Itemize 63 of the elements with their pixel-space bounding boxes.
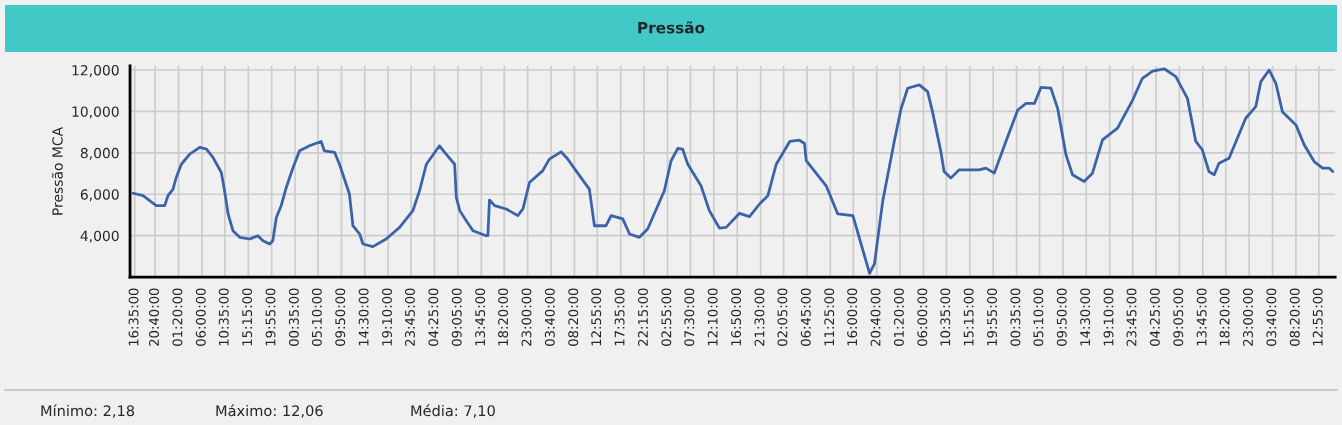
- x-tick-label: 21:30:00: [754, 288, 765, 346]
- x-tick-label: 10:35:00: [940, 288, 951, 346]
- x-tick-label: 12:10:00: [707, 288, 718, 346]
- x-tick-label: 16:35:00: [128, 288, 139, 346]
- x-tick-label: 09:50:00: [335, 288, 346, 346]
- x-tick-label: 18:20:00: [1219, 288, 1230, 346]
- x-tick-label: 23:45:00: [1126, 288, 1137, 346]
- y-tick-label: 6,000: [80, 189, 119, 202]
- x-tick-label: 15:15:00: [963, 288, 974, 346]
- y-axis-title: Pressão MCA: [51, 127, 63, 215]
- y-tick-label: 8,000: [80, 147, 119, 160]
- x-tick-label: 10:35:00: [218, 288, 229, 346]
- x-tick-label: 06:45:00: [800, 288, 811, 346]
- x-tick-label: 12:55:00: [591, 288, 602, 346]
- x-tick-label: 09:05:00: [451, 288, 462, 346]
- x-tick-label: 00:35:00: [288, 288, 299, 346]
- x-tick-label: 14:30:00: [358, 288, 369, 346]
- x-tick-label: 05:10:00: [1033, 288, 1044, 346]
- x-tick-label: 19:55:00: [265, 288, 276, 346]
- x-tick-label: 19:55:00: [987, 288, 998, 346]
- chart-title: Pressão: [638, 21, 705, 34]
- x-tick-label: 20:40:00: [149, 288, 159, 346]
- x-tick-label: 20:40:00: [870, 288, 881, 346]
- x-tick-label: 13:45:00: [1196, 288, 1207, 346]
- x-tick-label: 04:25:00: [428, 288, 439, 346]
- x-tick-label: 07:30:00: [684, 288, 695, 346]
- y-tick-label: 10,000: [72, 106, 119, 119]
- x-tick-label: 23:45:00: [404, 288, 415, 346]
- x-tick-label: 09:05:00: [1173, 288, 1184, 346]
- x-tick-label: 03:40:00: [1266, 288, 1277, 346]
- x-tick-label: 06:00:00: [195, 288, 206, 346]
- y-tick-label: 12,000: [72, 64, 119, 77]
- x-tick-label: 08:20:00: [568, 288, 579, 346]
- x-tick-label: 11:25:00: [824, 288, 835, 346]
- text: Mínimo: 2,18: [41, 404, 135, 418]
- x-tick-label: 17:35:00: [614, 288, 625, 346]
- x-tick-label: 19:10:00: [1103, 288, 1114, 346]
- x-tick-label: 15:15:00: [242, 288, 253, 346]
- x-tick-label: 12:55:00: [1312, 288, 1323, 346]
- y-tick-label: 4,000: [80, 230, 119, 243]
- x-tick-label: 13:45:00: [475, 288, 486, 346]
- x-tick-label: 04:25:00: [1149, 288, 1160, 346]
- x-tick-label: 16:00:00: [847, 288, 858, 346]
- x-tick-label: 06:00:00: [917, 288, 928, 346]
- x-tick-label: 02:05:00: [777, 288, 788, 346]
- x-tick-label: 14:30:00: [1080, 288, 1091, 346]
- x-tick-label: 23:00:00: [1242, 288, 1253, 346]
- x-tick-label: 02:55:00: [661, 288, 672, 346]
- x-tick-label: 01:20:00: [893, 288, 904, 346]
- x-tick-label: 23:00:00: [521, 288, 532, 346]
- x-tick-label: 09:50:00: [1056, 288, 1067, 346]
- x-tick-label: 01:20:00: [172, 288, 183, 346]
- x-tick-label: 03:40:00: [544, 288, 555, 346]
- x-tick-label: 00:35:00: [1010, 288, 1021, 346]
- text: Média: 7,10: [411, 404, 495, 418]
- line-series: [131, 67, 1335, 275]
- x-tick-label: 16:50:00: [731, 288, 742, 346]
- x-tick-label: 18:20:00: [498, 288, 509, 346]
- x-tick-label: 05:10:00: [311, 288, 322, 346]
- x-tick-label: 08:20:00: [1289, 288, 1300, 346]
- text: Máximo: 12,06: [216, 404, 323, 418]
- x-tick-label: 19:10:00: [382, 288, 392, 346]
- x-tick-label: 22:15:00: [637, 288, 648, 346]
